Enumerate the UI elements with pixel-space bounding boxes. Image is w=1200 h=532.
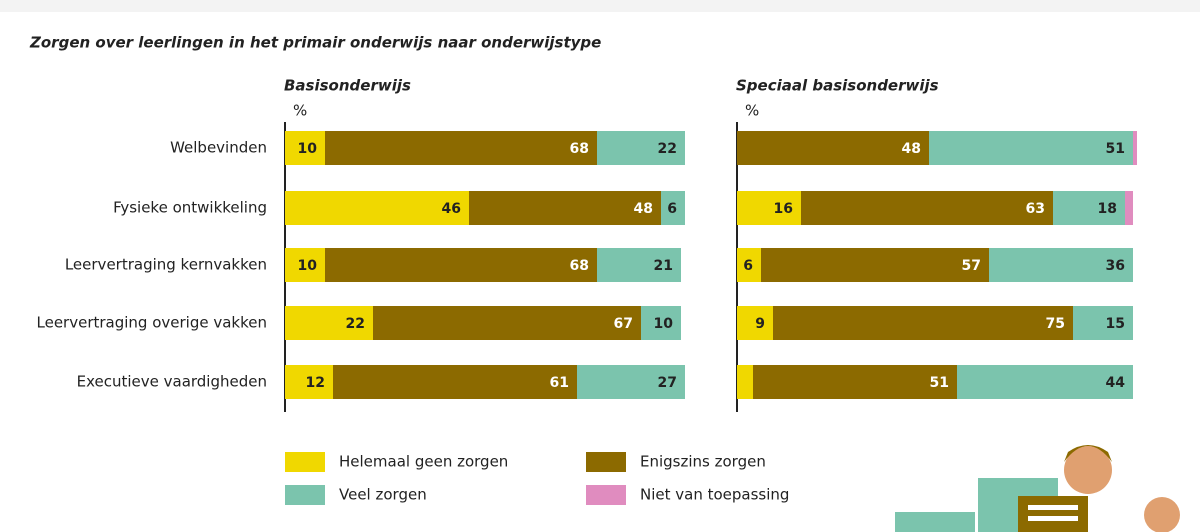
category-label: Executieve vaardigheden	[77, 373, 267, 391]
value-label: 51	[930, 375, 949, 391]
value-label: 16	[774, 201, 793, 217]
category-label: Leervertraging kernvakken	[65, 256, 267, 274]
category-label: Welbevinden	[170, 139, 267, 157]
value-label: 21	[654, 258, 673, 274]
value-label: 51	[1106, 141, 1125, 157]
bar-segment	[801, 191, 1053, 225]
value-label: 68	[570, 141, 589, 157]
deco-line	[1028, 516, 1078, 521]
bar-segment	[469, 191, 661, 225]
deco-line	[1028, 505, 1078, 510]
value-label: 67	[614, 316, 633, 332]
value-label: 36	[1106, 258, 1125, 274]
value-label: 46	[442, 201, 461, 217]
deco-head	[1144, 497, 1180, 532]
value-label: 44	[1106, 375, 1126, 391]
category-label: Fysieke ontwikkeling	[113, 199, 267, 217]
top-strip	[0, 0, 1200, 12]
deco-paper	[1018, 496, 1088, 532]
value-label: 10	[298, 141, 318, 157]
category-label: Leervertraging overige vakken	[37, 314, 268, 332]
value-label: 9	[755, 316, 765, 332]
bar-segment	[929, 131, 1133, 165]
value-label: 18	[1098, 201, 1117, 217]
panel-title: Speciaal basisonderwijs	[736, 77, 939, 95]
value-label: 10	[654, 316, 674, 332]
bar-segment	[1133, 131, 1137, 165]
value-label: 57	[962, 258, 981, 274]
value-label: 22	[658, 141, 677, 157]
axis-unit: %	[293, 102, 307, 120]
bar-segment	[1125, 191, 1133, 225]
value-label: 6	[667, 201, 677, 217]
value-label: 27	[658, 375, 677, 391]
legend-swatch	[586, 485, 626, 505]
deco-desk	[895, 512, 975, 532]
legend-label: Enigszins zorgen	[640, 453, 766, 471]
bar-segment	[325, 131, 597, 165]
bar-segment	[737, 365, 753, 399]
value-label: 75	[1046, 316, 1065, 332]
chart: Zorgen over leerlingen in het primair on…	[0, 0, 1200, 532]
value-label: 48	[634, 201, 653, 217]
bar-segment	[773, 306, 1073, 340]
value-label: 61	[550, 375, 569, 391]
legend-label: Niet van toepassing	[640, 486, 789, 504]
legend-swatch	[586, 452, 626, 472]
legend-label: Veel zorgen	[339, 486, 427, 504]
panel-title: Basisonderwijs	[284, 77, 411, 95]
bar-segment	[325, 248, 597, 282]
bar-segment	[753, 365, 957, 399]
bar-segment	[761, 248, 989, 282]
value-label: 12	[306, 375, 325, 391]
value-label: 6	[743, 258, 753, 274]
legend-label: Helemaal geen zorgen	[339, 453, 508, 471]
value-label: 15	[1106, 316, 1125, 332]
legend-swatch	[285, 485, 325, 505]
value-label: 63	[1026, 201, 1045, 217]
value-label: 22	[346, 316, 365, 332]
legend-swatch	[285, 452, 325, 472]
axis-unit: %	[745, 102, 759, 120]
bar-segment	[333, 365, 577, 399]
chart-title: Zorgen over leerlingen in het primair on…	[29, 34, 601, 52]
bar-segment	[373, 306, 641, 340]
value-label: 10	[298, 258, 318, 274]
value-label: 48	[902, 141, 921, 157]
value-label: 68	[570, 258, 589, 274]
bar-segment	[737, 131, 929, 165]
